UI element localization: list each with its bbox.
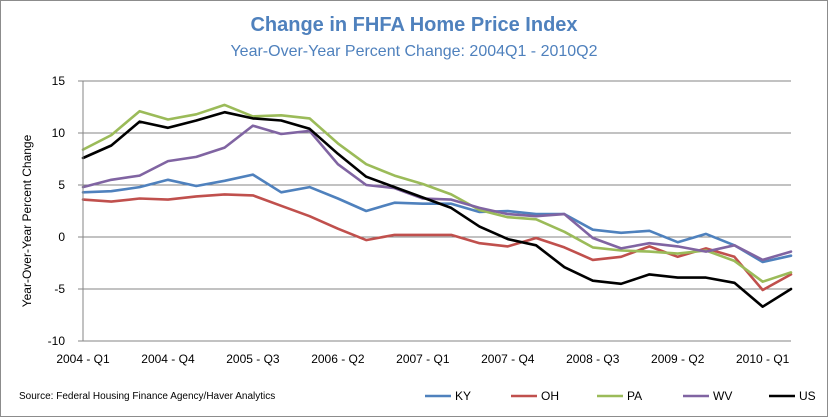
y-tick-label: 0 [58,230,65,244]
legend-label-ky: KY [455,389,471,403]
y-tick-label: -10 [48,334,66,348]
y-tick-label: 10 [52,126,66,140]
x-tick-label: 2006 - Q2 [311,352,365,366]
x-tick-label: 2005 - Q3 [226,352,280,366]
x-tick-label: 2004 - Q4 [141,352,195,366]
legend-label-oh: OH [541,389,559,403]
x-tick-label: 2009 - Q2 [651,352,705,366]
series-lines [81,103,793,309]
x-tick-label: 2004 - Q1 [56,352,110,366]
chart-title: Change in FHFA Home Price Index [250,14,577,36]
x-axis-ticks: 2004 - Q1 2004 - Q4 2005 - Q3 2006 - Q2 2007… [56,352,789,366]
chart-subtitle: Year-Over-Year Percent Change: 2004Q1 - … [230,43,597,60]
y-tick-label: 5 [58,178,65,192]
series-line-pa [81,103,793,284]
x-tick-label: 2008 - Q3 [566,352,620,366]
legend: KY OH PA WV US [425,389,816,403]
y-tick-label: -5 [54,282,65,296]
legend-label-wv: WV [713,389,732,403]
legend-label-pa: PA [627,389,642,403]
y-axis-label: Year-Over-Year Percent Change [20,134,34,307]
series-line-wv [81,124,793,262]
y-tick-label: 15 [52,74,66,88]
x-tick-label: 2007 - Q4 [481,352,535,366]
y-axis-ticks: 15 10 5 0 -5 -10 [48,74,83,348]
x-tick-label: 2010 - Q1 [736,352,790,366]
gridlines [83,80,791,342]
series-line-us [81,110,793,309]
source-note: Source: Federal Housing Finance Agency/H… [19,391,275,402]
series-line-oh [81,193,793,292]
x-tick-label: 2007 - Q1 [396,352,450,366]
legend-label-us: US [799,389,816,403]
